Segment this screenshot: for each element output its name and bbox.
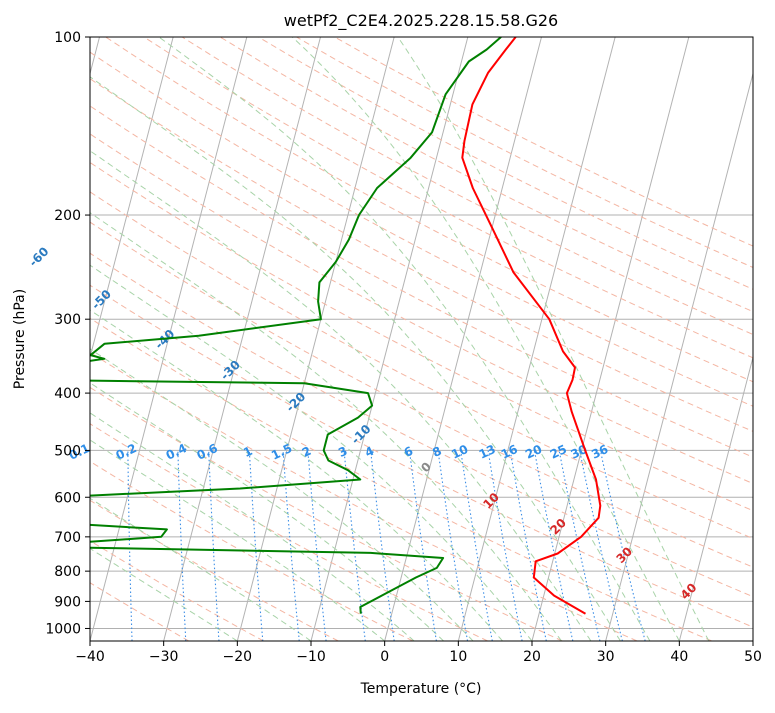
y-tick-label: 100 <box>54 30 81 46</box>
isotherm-label: 30 <box>614 544 636 566</box>
x-tick-label: −20 <box>223 649 253 665</box>
isotherm-label: -50 <box>89 287 114 312</box>
mixing-ratio-line <box>410 450 437 641</box>
x-tick-label: 50 <box>744 649 762 665</box>
mixing-ratio-line <box>128 450 132 641</box>
mixing-ratio-label: 25 <box>548 442 569 462</box>
y-tick-label: 600 <box>54 490 81 506</box>
mixing-ratio-label: 0.6 <box>195 441 220 463</box>
x-tick-label: 40 <box>670 649 688 665</box>
x-tick-label: −10 <box>296 649 326 665</box>
mixing-ratio-label: 13 <box>477 442 498 462</box>
x-tick-label: 20 <box>523 649 541 665</box>
dry-adiabat-line <box>335 37 775 641</box>
dry-adiabat-line <box>0 37 775 641</box>
isotherm-line <box>753 37 775 641</box>
mixing-ratio-label: 6 <box>402 444 415 460</box>
isotherm-line <box>532 37 689 641</box>
isotherm-line <box>458 37 615 641</box>
y-tick-label: 900 <box>54 594 81 610</box>
isotherm-label: 40 <box>678 580 700 602</box>
reference-lines <box>0 37 775 641</box>
dry-adiabat-line <box>0 37 775 641</box>
dry-adiabat-line <box>0 37 637 641</box>
chart-title: wetPf2_C2E4.2025.228.15.58.G26 <box>284 11 558 31</box>
isotherm-label: -60 <box>26 244 51 269</box>
mixing-ratio-line <box>209 450 219 641</box>
x-tick-label: 10 <box>449 649 467 665</box>
dry-adiabat-line <box>29 37 775 641</box>
mixing-ratio-label: 0.2 <box>114 441 139 463</box>
x-tick-label: 0 <box>380 649 389 665</box>
y-tick-label: 500 <box>54 443 81 459</box>
mixing-ratio-label: 1 <box>241 444 254 460</box>
mixing-ratio-label: 10 <box>449 442 470 462</box>
y-tick-label: 200 <box>54 208 81 224</box>
dry-adiabat-line <box>0 37 775 641</box>
y-tick-label: 800 <box>54 564 81 580</box>
x-tick-label: 30 <box>597 649 615 665</box>
mixing-ratio-label: 2 <box>300 444 313 460</box>
mixing-ratio-line <box>580 450 623 641</box>
mixing-ratio-line <box>438 450 468 641</box>
y-axis-label: Pressure (hPa) <box>12 289 28 389</box>
mixing-ratio-line <box>81 450 82 641</box>
mixing-ratio-label: 16 <box>499 442 520 462</box>
y-tick-label: 400 <box>54 386 81 402</box>
isotherm-line <box>679 37 775 641</box>
x-axis-label: Temperature (°C) <box>360 681 482 697</box>
temperature-profile-line <box>462 37 600 614</box>
mixing-ratio-label: 20 <box>523 442 544 462</box>
y-tick-label: 300 <box>54 312 81 328</box>
mixing-ratio-line <box>249 450 262 641</box>
mixing-ratio-label: 4 <box>363 444 376 460</box>
mixing-ratio-line <box>308 450 326 641</box>
dry-adiabat-line <box>0 37 775 641</box>
mixing-ratio-label: 36 <box>589 442 610 462</box>
mixing-ratio-label: 1.5 <box>269 441 294 463</box>
dry-adiabat-line <box>258 37 775 641</box>
mixing-ratio-label: 3 <box>336 444 349 460</box>
isotherm-label: 10 <box>480 490 502 512</box>
dry-adiabat-line <box>0 37 775 641</box>
moist-adiabat-line <box>0 37 591 641</box>
dry-adiabat-line <box>0 37 775 641</box>
x-tick-label: −40 <box>75 649 105 665</box>
dry-adiabat-line <box>220 37 775 641</box>
y-tick-label: 700 <box>54 530 81 546</box>
y-tick-label: 1000 <box>45 621 81 637</box>
dry-adiabat-line <box>0 37 775 641</box>
mixing-ratio-line <box>510 450 546 641</box>
mixing-ratio-line <box>178 450 186 641</box>
isotherm-label: -30 <box>218 358 243 383</box>
x-tick-label: −30 <box>149 649 179 665</box>
background-grid <box>0 37 775 641</box>
